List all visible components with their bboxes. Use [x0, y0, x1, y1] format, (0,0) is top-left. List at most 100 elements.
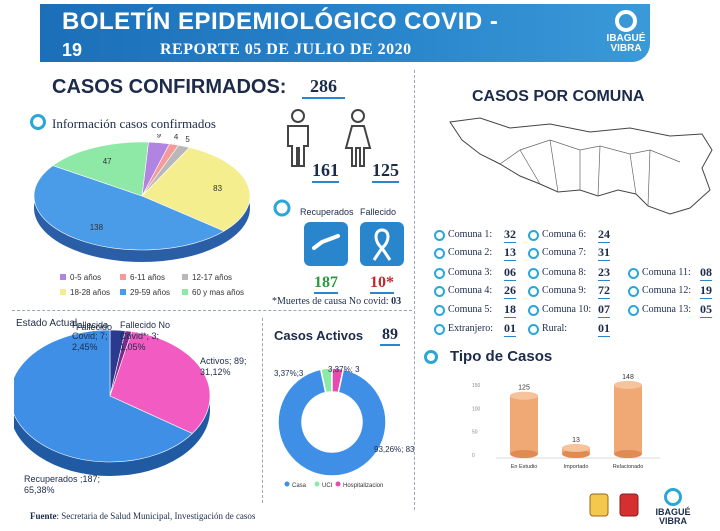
comuna-value: 08 [700, 265, 712, 281]
divider-horizontal [12, 310, 412, 312]
bar-base [614, 450, 642, 458]
confirmed-cases-label: CASOS CONFIRMADOS: [52, 76, 287, 98]
legend-label-12-17: 12-17 años [192, 273, 232, 282]
divider-vertical [414, 70, 416, 510]
comuna-value: 72 [598, 283, 610, 299]
comuna-label: Comuna 5: [448, 304, 493, 315]
comuna-value: 01 [504, 321, 516, 337]
logo-ring-icon [615, 10, 637, 32]
legend-swatch-0-5 [60, 274, 66, 280]
comuna-entry: Comuna 3: 06 [434, 265, 524, 282]
comuna-value: 32 [504, 227, 516, 243]
age-legend: 0-5 años 6-11 años 12-17 años 18-28 años… [60, 273, 244, 297]
legend-swatch-29-59 [120, 289, 126, 295]
note-text: *Muertes de causa No covid: [272, 296, 392, 307]
location-pin-icon [434, 268, 445, 279]
comuna-label: Comuna 7: [542, 247, 587, 258]
report-date: REPORTE 05 DE JULIO DE 2020 [160, 41, 412, 58]
location-pin-icon [434, 305, 445, 316]
age-slice-label: 47 [103, 157, 112, 166]
note-value: 03 [391, 296, 402, 307]
comuna-label: Comuna 10: [542, 304, 592, 315]
tipo-bar-chart: 0 50 100 150 125 En Estudio 13 Importado 148 Rela… [472, 374, 660, 470]
bar-base [562, 450, 590, 458]
legend-label-6-11: 6-11 años [130, 273, 165, 282]
location-pin-icon [434, 324, 445, 335]
deceased-label: Fallecido [360, 207, 397, 217]
label-hosp: 3,37%; 3 [328, 365, 360, 374]
tipo-casos-title: Tipo de Casos [450, 348, 553, 365]
legend-dot-uci [314, 481, 320, 487]
legend-casa: Casa [292, 483, 307, 489]
comuna-entry: Comuna 1: 32 [434, 227, 524, 244]
bulletin-title: BOLETÍN EPIDEMIOLÓGICO COVID - [62, 8, 499, 35]
comuna-entry: Comuna 12: 19 [628, 283, 718, 300]
ribbon-icon [372, 228, 392, 261]
check-icon [312, 234, 340, 250]
comuna-value: 13 [504, 245, 516, 261]
comuna-entry: Comuna 13: 05 [628, 302, 718, 319]
location-pin-icon [30, 114, 46, 130]
bar-top [562, 443, 590, 452]
confirmed-info-label: Información casos confirmados [52, 116, 216, 131]
source-note: Fuente: Secretaria de Salud Municipal, I… [30, 511, 255, 521]
active-cases-value: 89 [380, 326, 400, 346]
footer-logo-ring-icon [664, 488, 682, 506]
comuna-value: 07 [598, 302, 610, 318]
location-pin-icon [528, 248, 539, 259]
legend-label-18-28: 18-28 años [70, 288, 110, 297]
age-slice-label: 138 [90, 223, 104, 232]
y-tick: 100 [472, 406, 481, 412]
male-icon [287, 109, 309, 167]
comuna-label: Rural: [542, 323, 567, 334]
divider-vertical-lower [262, 318, 264, 503]
bar-value-label: 13 [572, 437, 580, 444]
ibague-vibra-footer-logo: IBAGUÉ VIBRA [648, 488, 698, 526]
location-pin-icon-3 [424, 350, 438, 364]
location-pin-icon [528, 305, 539, 316]
location-pin-icon [528, 324, 539, 335]
estado-slice [109, 331, 211, 434]
label-recuperados: Recuperados ;187; 65,38% [24, 474, 101, 495]
location-pin-icon [434, 286, 445, 297]
comuna-entry: Comuna 2: 13 [434, 245, 524, 262]
label-uci: 3,37%;3 [274, 369, 304, 378]
age-pie-chart: 9 4 5 83 138 47 0-5 años 6-11 años 12-17 años… [33, 134, 251, 297]
comuna-entry: Comuna 7: 31 [528, 245, 618, 262]
label-fallecido-covid: Fallecido Covid; 7; 2,45% [72, 320, 109, 352]
y-tick: 0 [472, 453, 475, 459]
fallecido-covid-label: Fallecido [76, 322, 112, 332]
bar-top [510, 391, 538, 400]
location-pin-icon [528, 230, 539, 241]
comuna-label: Comuna 2: [448, 247, 493, 258]
comuna-label: Comuna 9: [542, 285, 587, 296]
ibague-shield-icon [589, 493, 609, 517]
legend-label-29-59: 29-59 años [130, 288, 170, 297]
location-pin-icon [528, 268, 539, 279]
location-pin-icon [628, 268, 639, 279]
comuna-label: Comuna 3: [448, 267, 493, 278]
bar [510, 395, 538, 454]
recovered-label: Recuperados [300, 207, 354, 217]
comuna-label: Comuna 13: [642, 304, 692, 315]
legend-label-0-5: 0-5 años [70, 273, 101, 282]
location-pin-icon-2 [273, 199, 291, 217]
bulletin-title-suffix: 19 [62, 40, 83, 60]
y-tick: 150 [472, 383, 481, 389]
deceased-value: 10* [370, 274, 394, 294]
footer-logo-text-1: IBAGUÉ [655, 507, 691, 517]
source-text: : Secretaria de Salud Municipal, Investi… [56, 511, 256, 521]
bar-category-label: En Estudio [511, 464, 538, 470]
logo-text-2: VIBRA [610, 43, 642, 54]
bar [614, 384, 642, 454]
comuna-value: 19 [700, 283, 712, 299]
bar-category-label: Relacionado [613, 464, 644, 470]
map-outline [449, 117, 713, 215]
label-activos: Activos; 89; 31,12% [200, 356, 247, 377]
legend-uci: UCI [322, 483, 333, 489]
comuna-value: 06 [504, 265, 516, 281]
legend-swatch-18-28 [60, 289, 66, 295]
header-banner [40, 4, 650, 62]
comuna-label: Comuna 4: [448, 285, 493, 296]
